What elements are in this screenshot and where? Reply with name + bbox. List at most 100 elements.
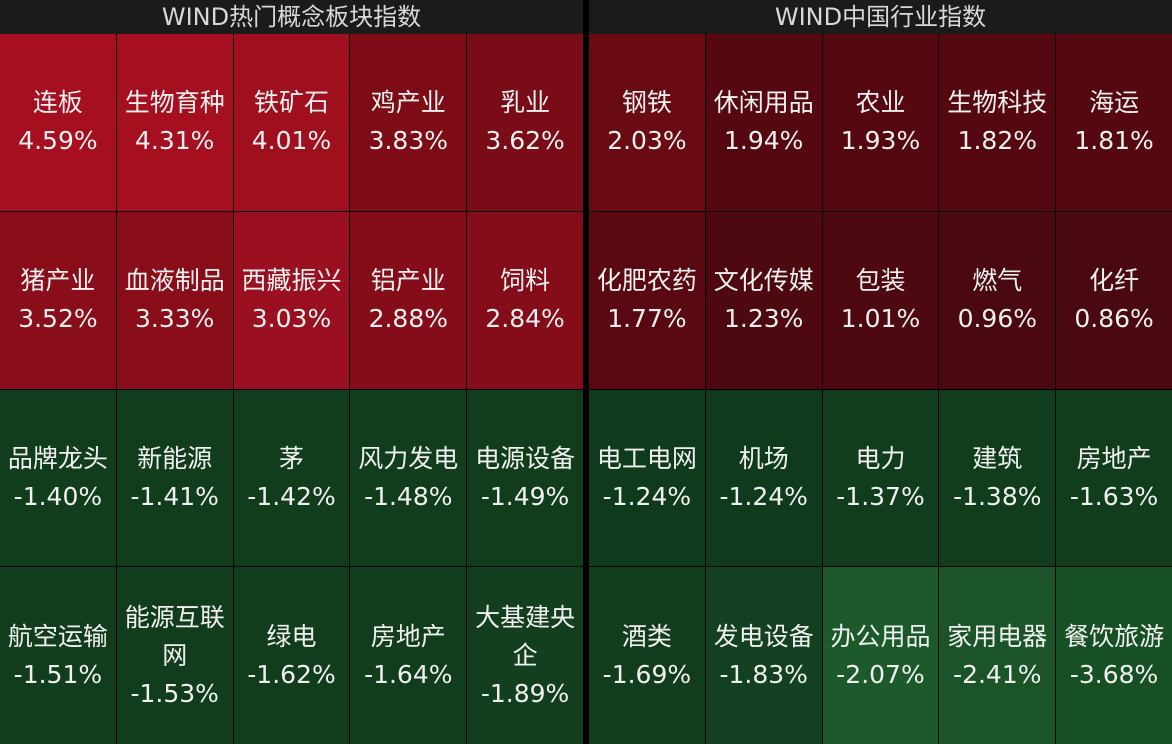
panel: WIND中国行业指数 钢铁 2.03% 休闲用品 1.94% 农业 1.93% 生物科技 1.8… [589, 0, 1172, 744]
cell: 茅 -1.42% [233, 389, 350, 567]
sector-change: -1.49% [480, 481, 570, 511]
cell: 办公用品 -2.07% [822, 567, 939, 744]
sector-name: 风力发电 [358, 443, 459, 473]
sector-change: -1.64% [364, 659, 453, 689]
sector-name: 餐饮旅游 [1064, 621, 1165, 651]
sector-name: 生物科技 [947, 88, 1048, 118]
sector-change: 1.01% [840, 304, 921, 334]
sector-name: 新能源 [137, 443, 213, 473]
cell: 大基建央企 -1.89% [467, 567, 583, 744]
cell: 农业 1.93% [822, 34, 939, 211]
sector-change: 1.23% [723, 304, 804, 334]
sector-name: 鸡产业 [370, 88, 446, 118]
cell: 酒类 -1.69% [589, 567, 705, 744]
cell: 绿电 -1.62% [233, 567, 350, 744]
sector-change: -1.69% [602, 659, 692, 689]
cell: 文化传媒 1.23% [705, 211, 822, 389]
cell: 房地产 -1.63% [1056, 389, 1172, 567]
sector-name: 品牌龙头 [7, 443, 108, 473]
sector-change: 4.59% [18, 126, 98, 156]
sector-change: 3.52% [18, 304, 98, 334]
sector-name: 能源互联网 [124, 602, 225, 670]
sector-name: 家用电器 [947, 621, 1048, 651]
sector-name: 生物育种 [124, 88, 225, 118]
sector-name: 西藏振兴 [241, 266, 342, 296]
sector-name: 化肥农药 [596, 266, 697, 296]
sector-change: 1.93% [840, 126, 921, 156]
sector-change: -1.37% [836, 481, 925, 511]
cell: 生物科技 1.82% [939, 34, 1056, 211]
sector-name: 化纤 [1089, 266, 1140, 296]
sector-change: 1.94% [723, 126, 804, 156]
sector-name: 农业 [855, 88, 906, 118]
sector-change: 1.82% [957, 126, 1037, 156]
sector-change: 4.31% [134, 126, 215, 156]
cell: 电工电网 -1.24% [589, 389, 705, 567]
sector-name: 铁矿石 [253, 88, 329, 118]
sector-name: 大基建央企 [475, 602, 576, 670]
sector-name: 房地产 [1076, 443, 1152, 473]
cell: 燃气 0.96% [939, 211, 1056, 389]
sector-change: -1.89% [480, 678, 570, 708]
sector-name: 猪产业 [20, 266, 96, 296]
cell: 家用电器 -2.41% [939, 567, 1056, 744]
sector-name: 铝产业 [370, 266, 446, 296]
sector-name: 发电设备 [713, 621, 814, 651]
sector-change: 1.77% [607, 304, 687, 334]
cell: 风力发电 -1.48% [350, 389, 467, 567]
cell: 电源设备 -1.49% [467, 389, 583, 567]
cell: 血液制品 3.33% [116, 211, 233, 389]
sector-name: 包装 [855, 266, 906, 296]
sector-change: 3.03% [251, 304, 332, 334]
sector-name: 办公用品 [830, 621, 931, 651]
cell: 生物育种 4.31% [116, 34, 233, 211]
panel-title: WIND热门概念板块指数 [0, 0, 583, 34]
sector-change: -1.24% [602, 481, 692, 511]
cell: 房地产 -1.64% [350, 567, 467, 744]
sector-change: 2.03% [607, 126, 687, 156]
sector-change: -1.83% [719, 659, 808, 689]
cell: 饲料 2.84% [467, 211, 583, 389]
cell: 发电设备 -1.83% [705, 567, 822, 744]
sector-change: -3.68% [1069, 659, 1159, 689]
cell: 品牌龙头 -1.40% [0, 389, 116, 567]
sector-change: -1.51% [13, 659, 103, 689]
sector-name: 血液制品 [124, 266, 225, 296]
cell: 建筑 -1.38% [939, 389, 1056, 567]
sector-change: 2.88% [368, 304, 448, 334]
sector-change: -2.41% [953, 659, 1042, 689]
sector-change: 1.81% [1074, 126, 1154, 156]
sector-name: 房地产 [370, 621, 446, 651]
panel: WIND热门概念板块指数 连板 4.59% 生物育种 4.31% 铁矿石 4.01% 鸡产业 3… [0, 0, 583, 744]
sector-change: -1.38% [953, 481, 1042, 511]
sector-name: 文化传媒 [713, 266, 814, 296]
cell: 化纤 0.86% [1056, 211, 1172, 389]
sector-name: 海运 [1089, 88, 1140, 118]
sector-name: 航空运输 [7, 621, 108, 651]
sector-name: 电源设备 [475, 443, 576, 473]
cell: 铝产业 2.88% [350, 211, 467, 389]
cell: 包装 1.01% [822, 211, 939, 389]
sector-change: -1.62% [247, 659, 336, 689]
cell: 连板 4.59% [0, 34, 116, 211]
sector-change: -1.42% [247, 481, 336, 511]
sector-name: 饲料 [500, 266, 551, 296]
cell: 乳业 3.62% [467, 34, 583, 211]
sector-change: -1.40% [13, 481, 103, 511]
cell: 新能源 -1.41% [116, 389, 233, 567]
sector-change: -1.63% [1069, 481, 1159, 511]
sector-name: 建筑 [972, 443, 1023, 473]
sector-change: 3.83% [368, 126, 448, 156]
sector-change: 0.96% [957, 304, 1037, 334]
cell: 海运 1.81% [1056, 34, 1172, 211]
sector-change: -1.48% [364, 481, 453, 511]
sector-name: 电力 [855, 443, 906, 473]
sector-change: 0.86% [1074, 304, 1154, 334]
sector-name: 绿电 [266, 621, 317, 651]
cell: 化肥农药 1.77% [589, 211, 705, 389]
sector-change: -1.41% [130, 481, 219, 511]
cell: 机场 -1.24% [705, 389, 822, 567]
cell: 铁矿石 4.01% [233, 34, 350, 211]
sector-change: -1.53% [130, 678, 219, 708]
